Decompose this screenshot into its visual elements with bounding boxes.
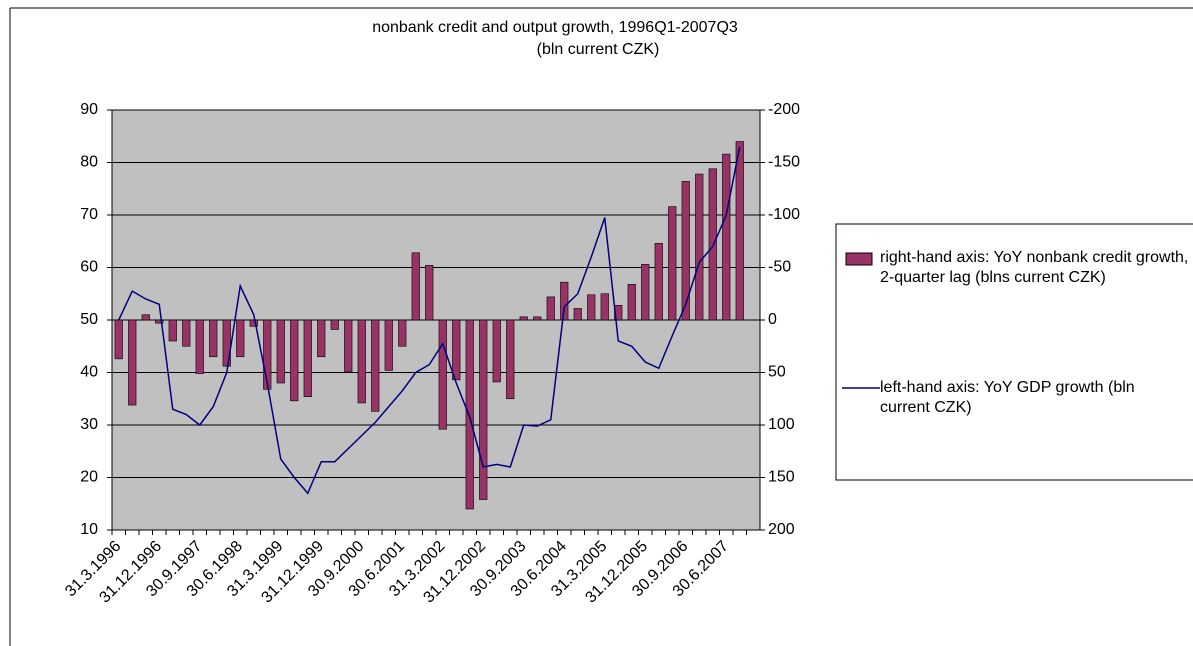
bar <box>155 319 164 324</box>
bar <box>641 264 650 321</box>
y-tick-label: 90 <box>80 101 98 118</box>
bar <box>330 319 339 330</box>
chart-subtitle: (bln current CZK) <box>537 41 660 58</box>
y-tick-label: 70 <box>80 206 98 223</box>
bar <box>722 153 731 321</box>
bar <box>465 319 474 510</box>
bar <box>195 319 204 374</box>
bar <box>371 319 380 412</box>
line <box>118 146 741 495</box>
bar <box>560 281 569 321</box>
bar <box>735 141 744 321</box>
y2-tick-label: -150 <box>768 154 800 171</box>
bar <box>627 283 636 321</box>
bar <box>668 206 677 321</box>
bar <box>209 319 218 358</box>
bar <box>506 319 515 400</box>
bar <box>479 319 488 500</box>
y-tick-label: 30 <box>80 416 98 433</box>
bar <box>141 314 150 321</box>
y2-tick-label: -100 <box>768 206 800 223</box>
bar <box>317 319 326 358</box>
legend-label: left-hand axis: YoY GDP growth (bln curr… <box>880 379 1135 416</box>
bar <box>236 319 245 358</box>
bar <box>384 319 393 371</box>
y2-tick-label: -200 <box>768 101 800 118</box>
y-tick-label: 20 <box>80 469 98 486</box>
y-tick-label: 40 <box>80 364 98 381</box>
bar <box>600 293 609 321</box>
bar <box>438 319 447 430</box>
bar <box>249 319 258 327</box>
chart-title: nonbank credit and output growth, 1996Q1… <box>372 19 738 36</box>
bar <box>654 243 663 321</box>
y-tick-label: 10 <box>80 521 98 538</box>
bar <box>452 319 461 381</box>
bar <box>681 181 690 321</box>
bar <box>182 319 191 347</box>
bar <box>114 319 123 360</box>
y2-tick-label: 50 <box>768 364 786 381</box>
bar <box>290 319 299 402</box>
bar <box>168 319 177 342</box>
y2-tick-label: 0 <box>768 311 777 328</box>
y-tick-label: 60 <box>80 259 98 276</box>
bar <box>263 319 272 390</box>
bar <box>546 296 555 321</box>
bar <box>708 168 717 321</box>
y2-tick-label: 100 <box>768 416 795 433</box>
bar <box>398 319 407 347</box>
bar <box>357 319 366 404</box>
bar <box>303 319 312 397</box>
bar <box>425 265 434 321</box>
bar <box>411 252 420 321</box>
y-tick-label: 50 <box>80 311 98 328</box>
y-tick-label: 80 <box>80 154 98 171</box>
bar <box>519 316 528 321</box>
legend-key <box>845 252 873 266</box>
bar <box>128 319 137 406</box>
y2-tick-label: 150 <box>768 469 795 486</box>
bar <box>533 316 542 321</box>
bar <box>695 173 704 321</box>
bar <box>492 319 501 383</box>
legend-box <box>835 223 1193 481</box>
bar <box>587 294 596 321</box>
bar <box>344 319 353 372</box>
bar <box>573 308 582 321</box>
y2-tick-label: 200 <box>768 521 795 538</box>
bar <box>276 319 285 384</box>
y2-tick-label: -50 <box>768 259 791 276</box>
legend-label: right-hand axis: YoY nonbank credit grow… <box>880 249 1189 286</box>
bar <box>222 319 231 367</box>
